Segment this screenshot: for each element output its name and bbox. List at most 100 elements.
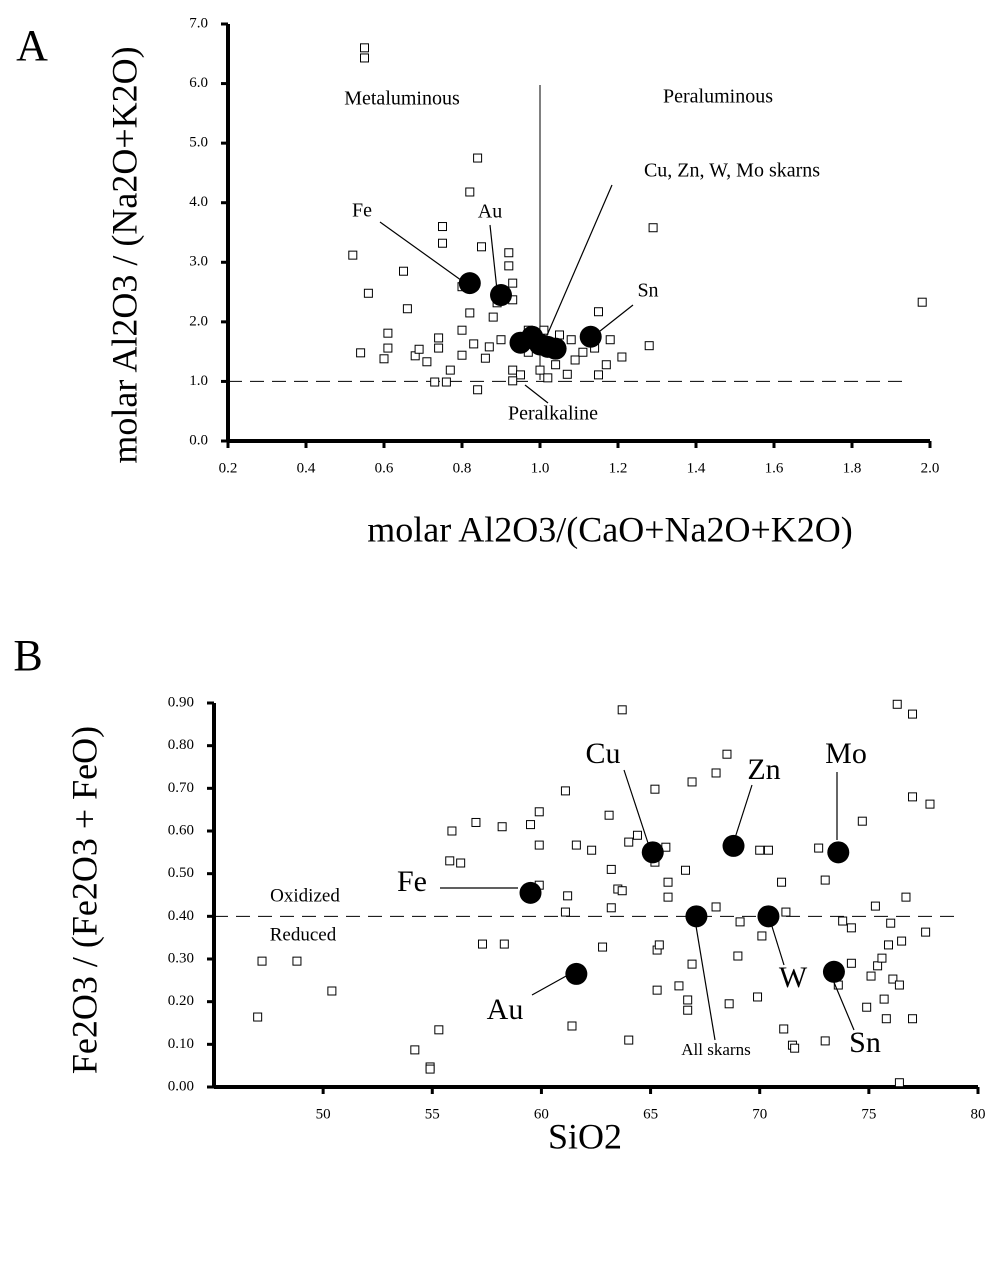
intrusion-point <box>604 810 614 820</box>
leader-line <box>623 769 649 844</box>
skarn-point <box>685 905 708 928</box>
intrusion-point <box>456 858 466 868</box>
intrusion-point <box>534 840 544 850</box>
intrusion-point <box>921 927 931 937</box>
leader-line <box>734 784 753 839</box>
intrusion-point <box>606 903 616 913</box>
intrusion-point <box>399 266 408 276</box>
intrusion-point <box>414 344 424 354</box>
annotation: Metaluminous <box>344 88 460 110</box>
intrusion-point <box>877 953 887 963</box>
intrusion-point <box>594 370 603 380</box>
intrusion-point <box>465 308 475 318</box>
skarn-point <box>490 284 512 307</box>
intrusion-point <box>879 994 889 1004</box>
intrusion-point <box>779 1024 789 1034</box>
annotation: All skarns <box>681 1040 750 1059</box>
intrusion-point <box>441 377 451 387</box>
intrusion-point <box>292 956 302 966</box>
intrusion-point <box>516 370 525 380</box>
intrusion-point <box>551 360 561 370</box>
intrusion-point <box>508 365 518 375</box>
intrusion-point <box>917 297 927 307</box>
skarn-point <box>458 272 481 295</box>
intrusion-point <box>471 817 481 827</box>
intrusion-point <box>422 357 432 367</box>
intrusion-point <box>781 907 791 917</box>
intrusion-point <box>434 343 444 353</box>
y-tick-label: 0.90 <box>168 694 194 710</box>
intrusion-point <box>648 223 658 233</box>
x-tick-label: 70 <box>752 1106 767 1122</box>
intrusion-point <box>888 974 898 984</box>
intrusion-point <box>488 312 498 322</box>
intrusion-point <box>687 777 697 787</box>
intrusion-point <box>425 1064 435 1074</box>
intrusion-point <box>605 335 615 345</box>
intrusion-point <box>504 261 514 271</box>
intrusion-point <box>402 304 412 314</box>
annotation: Fe <box>397 865 427 898</box>
annotation: Cu <box>585 737 620 770</box>
leader-line <box>531 974 569 996</box>
annotation: Peraluminous <box>663 86 773 108</box>
intrusion-point <box>711 902 721 912</box>
intrusion-point <box>866 971 876 981</box>
intrusion-point <box>469 339 479 349</box>
x-tick-label: 1.8 <box>843 460 862 476</box>
annotation: Sn <box>637 280 658 302</box>
annotation: Mo <box>825 737 867 770</box>
intrusion-point <box>886 918 896 928</box>
intrusion-point <box>683 995 693 1005</box>
intrusion-point <box>363 288 373 298</box>
intrusion-point <box>908 792 918 802</box>
intrusion-point <box>257 956 267 966</box>
intrusion-point <box>356 348 366 358</box>
intrusion-point <box>892 699 902 709</box>
x-tick-label: 1.2 <box>609 460 628 476</box>
y-tick-label: 2.0 <box>189 313 208 329</box>
skarn-point <box>579 325 602 348</box>
intrusion-point <box>457 325 467 335</box>
intrusion-point <box>445 856 455 866</box>
intrusion-point <box>873 961 883 971</box>
annotation: Oxidized <box>270 885 340 906</box>
x-tick-label: 0.6 <box>375 460 394 476</box>
skarn-point <box>757 905 780 928</box>
intrusion-point <box>894 1078 904 1088</box>
intrusion-point <box>563 891 573 901</box>
intrusion-point <box>535 365 545 375</box>
y-tick-label: 6.0 <box>189 75 208 91</box>
intrusion-point <box>870 901 880 911</box>
intrusion-point <box>790 1043 800 1053</box>
x-tick-label: 0.8 <box>453 460 472 476</box>
annotation: Cu, Zn, W, Mo skarns <box>644 160 820 182</box>
intrusion-point <box>348 250 358 260</box>
intrusion-point <box>777 877 787 887</box>
intrusion-point <box>434 1025 444 1035</box>
intrusion-point <box>687 959 697 969</box>
intrusion-point <box>438 222 447 232</box>
intrusion-point <box>383 328 393 338</box>
x-tick-label: 55 <box>425 1106 440 1122</box>
intrusion-point <box>480 353 490 363</box>
annotation: Peralkaline <box>508 403 598 425</box>
intrusion-point <box>571 840 581 850</box>
annotation: Au <box>487 993 524 1026</box>
intrusion-point <box>857 816 867 826</box>
intrusion-point <box>253 1012 263 1022</box>
intrusion-point <box>360 43 369 53</box>
intrusion-point <box>499 939 509 949</box>
intrusion-point <box>430 377 440 387</box>
intrusion-point <box>327 986 337 996</box>
intrusion-point <box>733 951 743 961</box>
intrusion-point <box>908 1014 918 1024</box>
skarn-point <box>722 834 745 857</box>
annotation: Zn <box>747 753 780 786</box>
intrusion-point <box>543 373 553 383</box>
intrusion-point <box>457 350 467 360</box>
intrusion-point <box>410 1045 420 1055</box>
x-tick-label: 0.2 <box>219 460 238 476</box>
intrusion-point <box>447 826 457 836</box>
